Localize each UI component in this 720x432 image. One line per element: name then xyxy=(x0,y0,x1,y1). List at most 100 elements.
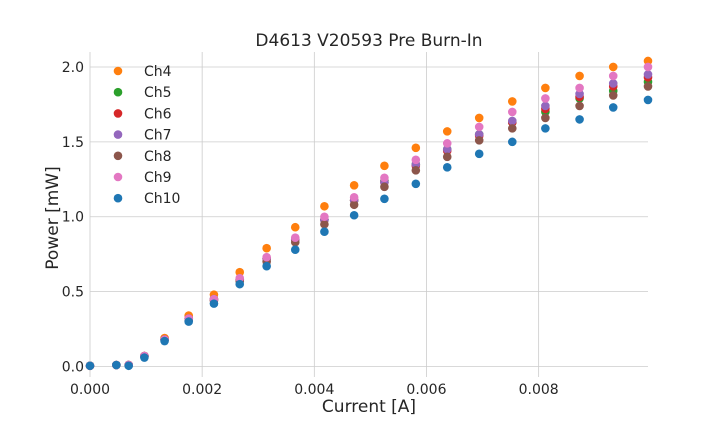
data-point-ch9 xyxy=(320,212,329,222)
legend-marker-ch7 xyxy=(113,130,123,139)
data-point-ch10 xyxy=(349,210,359,220)
data-point-ch9 xyxy=(411,155,421,165)
data-point-ch9 xyxy=(349,192,359,202)
data-point-ch10 xyxy=(160,336,169,346)
x-tick-label: 0.008 xyxy=(519,382,559,398)
legend-label-ch6: Ch6 xyxy=(144,106,172,122)
data-point-ch9 xyxy=(507,107,517,117)
data-point-ch8 xyxy=(541,113,550,123)
legend-label-ch10: Ch10 xyxy=(144,191,180,207)
data-point-ch7 xyxy=(442,145,452,154)
legend-marker-ch8 xyxy=(113,151,123,161)
data-point-ch10 xyxy=(85,361,95,371)
data-point-ch4 xyxy=(411,143,421,153)
data-point-ch4 xyxy=(541,83,550,93)
data-point-ch4 xyxy=(442,127,452,136)
data-point-ch7 xyxy=(474,130,484,139)
data-point-ch8 xyxy=(643,82,653,91)
data-point-ch10 xyxy=(643,95,653,105)
data-point-ch8 xyxy=(442,152,452,162)
y-axis-label: Power [mW] xyxy=(43,166,63,269)
data-point-ch8 xyxy=(411,166,421,175)
legend-marker-ch10 xyxy=(113,193,123,203)
data-point-ch10 xyxy=(320,227,329,237)
data-point-ch9 xyxy=(474,122,484,132)
data-point-ch4 xyxy=(262,243,271,253)
y-tick-label: 1.5 xyxy=(62,135,84,151)
data-point-ch9 xyxy=(575,83,584,93)
data-point-ch4 xyxy=(380,161,389,171)
data-point-ch9 xyxy=(608,71,618,81)
x-axis-label: Current [A] xyxy=(322,397,416,417)
tick-labels: 0.000 0.002 0.004 0.006 0.008 0.0 0.5 1.0 1.5 2.0 xyxy=(62,60,559,398)
x-tick-label: 0.006 xyxy=(406,382,446,398)
data-point-ch9 xyxy=(541,94,550,103)
data-point-ch10 xyxy=(262,261,271,271)
x-tick-label: 0.002 xyxy=(182,382,222,398)
data-point-ch9 xyxy=(235,273,245,283)
legend-marker-ch6 xyxy=(113,109,123,118)
data-point-ch8 xyxy=(380,182,389,192)
data-point-ch10 xyxy=(608,103,618,112)
data-point-ch7 xyxy=(575,89,584,99)
data-point-ch7 xyxy=(541,101,550,111)
data-point-ch10 xyxy=(140,353,149,362)
plot-area xyxy=(90,52,648,377)
data-point-ch10 xyxy=(474,149,484,159)
data-point-ch8 xyxy=(608,91,618,100)
legend-label-ch8: Ch8 xyxy=(144,149,172,165)
data-point-ch4 xyxy=(349,180,359,190)
data-point-ch8 xyxy=(575,101,584,111)
chart-title: D4613 V20593 Pre Burn-In xyxy=(255,31,482,51)
y-tick-label: 1.0 xyxy=(62,210,84,226)
data-point-ch7 xyxy=(608,79,618,88)
y-tick-label: 2.0 xyxy=(62,60,84,76)
data-point-ch10 xyxy=(507,137,517,147)
data-point-ch10 xyxy=(124,361,133,371)
data-point-ch10 xyxy=(575,115,584,124)
data-point-ch4 xyxy=(643,56,653,66)
legend-marker-ch4 xyxy=(113,66,123,76)
legend: Ch4 Ch5 Ch6 Ch7 Ch8 Ch9 Ch10 xyxy=(113,64,180,207)
legend-label-ch7: Ch7 xyxy=(144,128,172,144)
data-point-ch9 xyxy=(442,139,452,148)
legend-label-ch9: Ch9 xyxy=(144,170,172,186)
data-point-ch7 xyxy=(507,116,517,126)
data-points xyxy=(85,56,653,371)
data-point-ch7 xyxy=(643,70,653,79)
legend-marker-ch5 xyxy=(113,87,123,97)
x-tick-label: 0.004 xyxy=(294,382,334,398)
data-point-ch8 xyxy=(320,219,329,229)
data-point-ch8 xyxy=(507,124,517,133)
data-point-ch4 xyxy=(290,222,300,232)
data-point-ch4 xyxy=(320,201,329,211)
data-point-ch10 xyxy=(209,299,219,308)
data-point-ch10 xyxy=(411,179,421,189)
data-point-ch4 xyxy=(507,97,517,106)
data-point-ch10 xyxy=(184,317,194,326)
data-point-ch4 xyxy=(474,113,484,123)
legend-label-ch5: Ch5 xyxy=(144,85,172,101)
data-point-ch10 xyxy=(380,194,389,204)
y-tick-label: 0.0 xyxy=(62,360,84,376)
data-point-ch8 xyxy=(349,200,359,210)
data-point-ch10 xyxy=(541,124,550,133)
data-point-ch9 xyxy=(643,62,653,72)
data-point-ch9 xyxy=(262,252,271,262)
data-point-ch10 xyxy=(235,279,245,289)
data-point-ch9 xyxy=(380,173,389,183)
data-point-ch4 xyxy=(575,71,584,81)
data-point-ch10 xyxy=(112,360,121,370)
grid-lines xyxy=(89,52,648,377)
data-point-ch10 xyxy=(290,245,300,254)
y-tick-label: 0.5 xyxy=(62,285,84,301)
legend-label-ch4: Ch4 xyxy=(144,64,172,80)
data-point-ch9 xyxy=(290,233,300,243)
x-tick-label: 0.000 xyxy=(70,382,110,398)
data-point-ch4 xyxy=(608,62,618,72)
data-point-ch8 xyxy=(474,136,484,145)
data-point-ch10 xyxy=(442,163,452,172)
legend-marker-ch9 xyxy=(113,172,123,182)
data-point-ch4 xyxy=(235,267,245,277)
